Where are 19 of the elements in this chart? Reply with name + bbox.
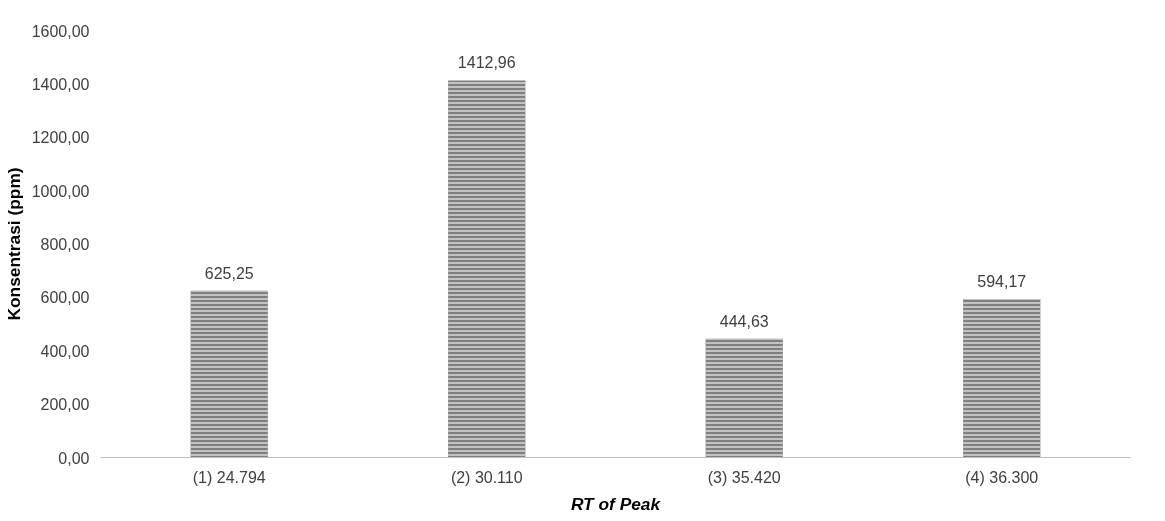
y-tick-label: 800,00 xyxy=(40,236,90,253)
y-tick-label: 0,00 xyxy=(58,449,90,467)
y-tick-label: 1200,00 xyxy=(31,129,90,147)
x-tick-label: (4) 36.300 xyxy=(965,468,1039,486)
y-tick-label: 200,00 xyxy=(40,396,90,414)
x-axis-title: RT of Peak xyxy=(570,493,662,514)
y-tick-label: 1600,00 xyxy=(31,22,90,40)
y-tick-label: 1000,00 xyxy=(31,182,90,200)
data-label: 1412,96 xyxy=(457,54,516,72)
data-label: 594,17 xyxy=(977,272,1027,290)
data-label: 625,25 xyxy=(204,264,254,282)
y-axis-title: Konsentrasi (ppm) xyxy=(3,167,24,321)
y-tick-label: 600,00 xyxy=(40,289,90,307)
y-tick-label: 400,00 xyxy=(40,342,90,360)
y-tick-label: 1400,00 xyxy=(31,75,90,93)
x-tick-label: (1) 24.794 xyxy=(192,468,266,486)
x-tick-label: (2) 30.110 xyxy=(450,468,523,486)
x-tick-label: (3) 35.420 xyxy=(707,468,781,486)
data-label: 444,63 xyxy=(719,312,769,330)
